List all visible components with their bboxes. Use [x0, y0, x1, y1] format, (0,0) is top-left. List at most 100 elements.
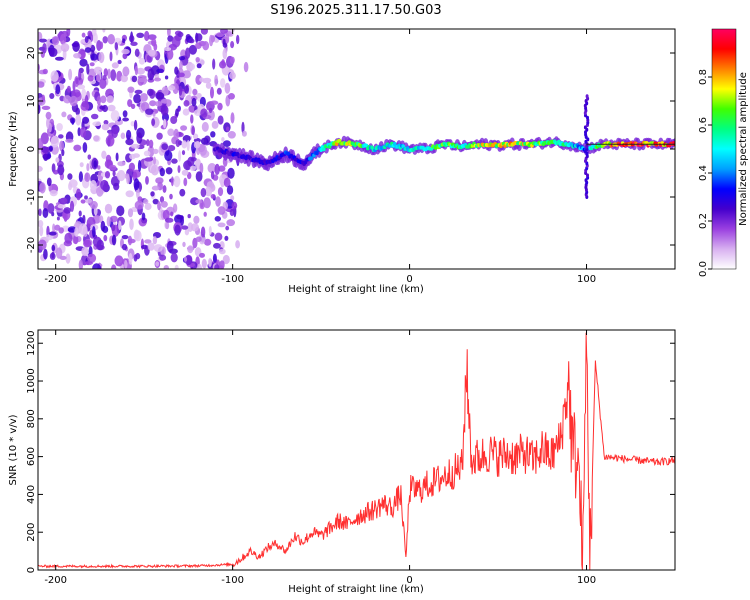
spectrogram-noise-cell [87, 253, 97, 263]
spectrogram-noise-cell [187, 214, 191, 219]
spectrogram-noise-cell [208, 225, 212, 235]
spectrogram-noise-cell [77, 127, 81, 137]
spectrogram-noise-cell [222, 42, 228, 48]
spectrogram-noise-cell [66, 29, 71, 37]
spectrogram-noise-cell [229, 208, 235, 217]
spectrogram-noise-cell [115, 152, 119, 162]
spectrogram-noise-cell [225, 32, 230, 44]
spectrogram-noise-cell [150, 164, 159, 176]
spectrogram-noise-cell [230, 112, 235, 124]
spectrogram-noise-cell [130, 41, 138, 46]
spectrogram-noise-cell [220, 29, 228, 34]
spectrogram-noise-cell [227, 167, 235, 179]
spectrogram-noise-cell [52, 36, 60, 46]
spectrogram-noise-cell [178, 85, 183, 96]
spectrogram-noise-cell [148, 139, 154, 149]
spectrogram-noise-cell [74, 227, 79, 238]
spectrogram-noise-cell [170, 252, 178, 263]
spectrogram-noise-cell [129, 218, 134, 231]
spectrogram-noise-cell [69, 200, 75, 212]
spectrogram-noise-cell [196, 93, 202, 98]
colorbar-tick-label: 0.4 [698, 165, 709, 181]
spectrogram-noise-cell [78, 69, 82, 81]
spectrogram-noise-cell [107, 34, 115, 45]
spectrogram-noise-cell [91, 113, 99, 120]
spectrogram-noise-cell [125, 190, 134, 198]
spectrogram-noise-cell [92, 226, 96, 238]
spectrogram-noise-cell [152, 198, 159, 205]
spectrogram-noise-cell [136, 187, 140, 199]
spectrogram-noise-cell [122, 38, 126, 43]
spectrogram-noise-cell [84, 36, 89, 43]
spectrogram-noise-cell [195, 42, 202, 49]
snr-plot-area [38, 330, 675, 570]
spectrogram-noise-cell [121, 48, 130, 55]
spectrogram-noise-cell [170, 211, 174, 217]
spectrogram-noise-cell [84, 261, 93, 266]
spectrogram-noise-cell [220, 78, 226, 88]
spectrogram-noise-cell [241, 130, 247, 137]
snr-y-label: SNR (10 * v/v) [8, 414, 19, 485]
spectrogram-noise-cell [55, 247, 63, 259]
spectrogram-noise-cell [156, 132, 163, 140]
spectrogram-noise-cell [109, 51, 113, 62]
spectrogram-noise-cell [98, 51, 105, 64]
spectrogram-noise-cell [157, 201, 161, 211]
spectrogram-noise-cell [144, 30, 150, 42]
spectrogram-noise-cell [112, 170, 116, 177]
spectrogram-noise-cell [219, 260, 225, 269]
spectrogram-x-tick-label: -100 [221, 274, 244, 285]
spectrogram-noise-cell [177, 165, 181, 174]
spectrogram-noise-cell [81, 32, 86, 38]
spectrogram-noise-cell [113, 182, 120, 191]
spectrogram-noise-cell [163, 47, 172, 52]
spectrogram-noise-cell [162, 185, 167, 193]
spectrogram-noise-cell [133, 119, 138, 131]
spectrogram-noise-cell [38, 165, 43, 172]
spectrogram-noise-cell [82, 116, 90, 124]
spectrogram-noise-cell [45, 234, 53, 241]
spectrogram-noise-cell [38, 31, 43, 41]
spectrogram-noise-cell [144, 202, 152, 211]
spectrogram-noise-cell [49, 252, 56, 260]
spectrogram-noise-cell [38, 104, 41, 115]
spectrogram-noise-cell [117, 161, 126, 167]
spectrogram-noise-cell [137, 78, 146, 83]
spectrogram-noise-cell [77, 84, 86, 90]
spectrogram-noise-cell [203, 197, 211, 209]
spectrogram-noise-cell [180, 215, 185, 226]
spectrogram-noise-cell [117, 59, 122, 65]
spectrogram-noise-cell [45, 111, 52, 120]
spectrogram-noise-cell [103, 120, 109, 125]
spectrogram-noise-cell [60, 43, 70, 52]
spectrogram-noise-cell [89, 180, 97, 191]
spectrogram-noise-cell [100, 220, 106, 232]
spectrogram-noise-cell [133, 178, 140, 191]
spectrogram-noise-cell [65, 253, 71, 264]
spectrogram-noise-cell [53, 169, 59, 175]
spectrogram-noise-cell [38, 81, 45, 88]
spectrogram-noise-cell [204, 186, 213, 197]
spectrogram-noise-cell [91, 29, 97, 37]
spectrogram-noise-cell [175, 108, 179, 117]
spectrogram-noise-cell [43, 248, 48, 260]
spectrogram-y-tick-label: 0 [26, 146, 37, 152]
spectrogram-noise-cell [213, 242, 221, 249]
spectrogram-noise-cell [114, 42, 119, 51]
spectrogram-noise-cell [195, 33, 203, 42]
spectrogram-noise-cell [214, 264, 220, 269]
spectrogram-noise-cell [201, 121, 209, 132]
spectrogram-noise-cell [79, 58, 88, 67]
spectrogram-noise-cell [129, 34, 135, 43]
spectrogram-noise-cell [90, 53, 98, 61]
spectrogram-noise-cell [210, 170, 215, 180]
spectrogram-noise-cell [72, 41, 80, 52]
spectrogram-noise-cell [92, 121, 102, 127]
spectrogram-noise-cell [199, 252, 205, 258]
spectrogram-noise-cell [80, 199, 86, 204]
snr-frame [37, 329, 676, 571]
spectrogram-noise-cell [163, 118, 167, 129]
spectrogram-noise-cell [136, 132, 143, 144]
spectrogram-noise-cell [228, 93, 235, 100]
